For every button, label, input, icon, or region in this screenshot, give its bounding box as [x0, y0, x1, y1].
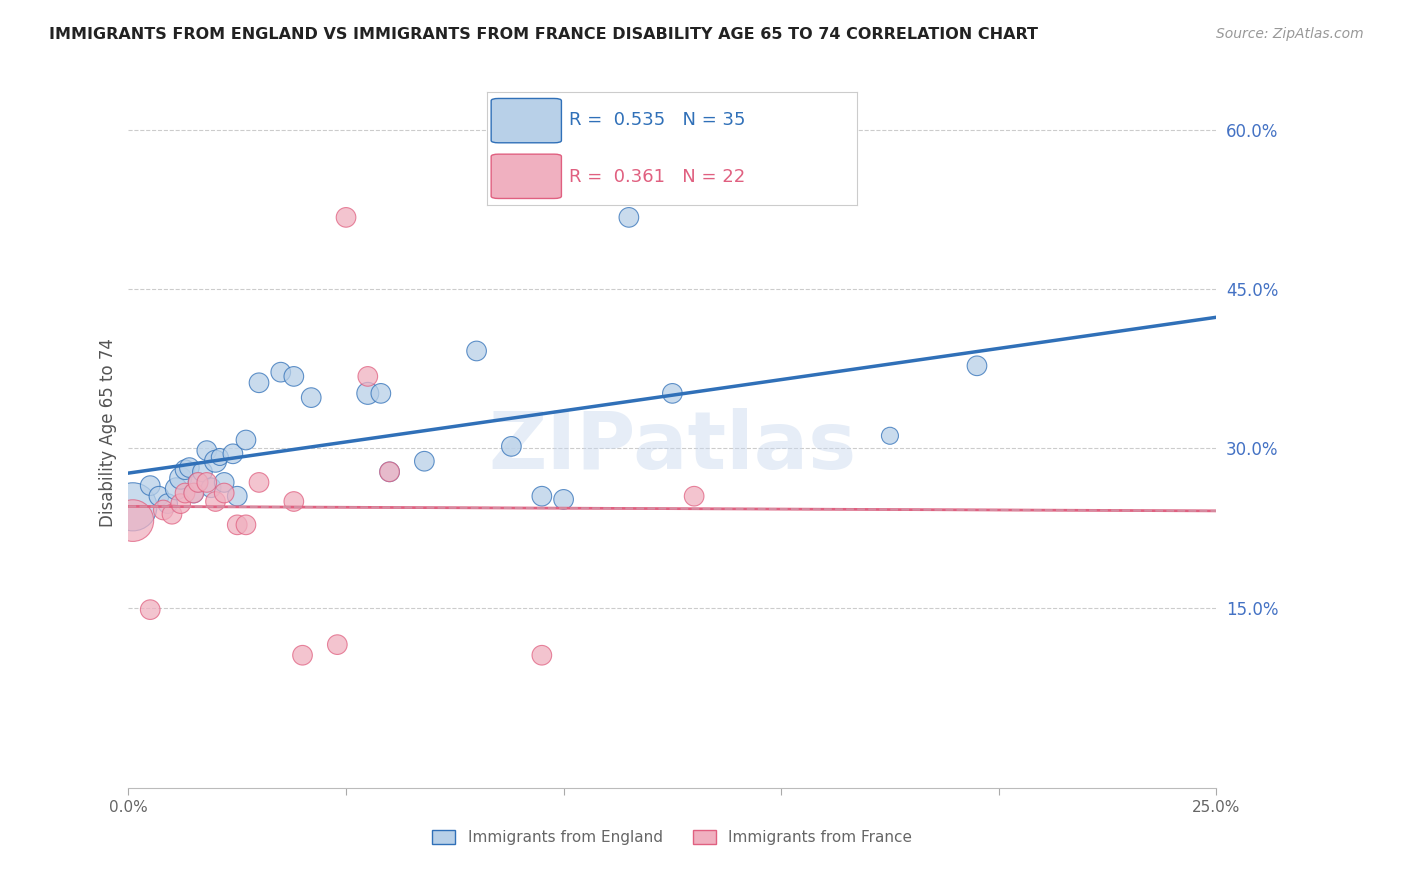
- Point: [966, 359, 988, 373]
- Point: [357, 369, 380, 384]
- Point: [501, 439, 523, 453]
- Point: [226, 489, 249, 503]
- Point: [530, 648, 553, 663]
- Point: [378, 465, 401, 479]
- Point: [283, 369, 305, 384]
- Point: [156, 497, 179, 511]
- Point: [235, 433, 257, 447]
- Point: [247, 376, 270, 390]
- Point: [378, 465, 401, 479]
- Point: [148, 489, 170, 503]
- Point: [200, 481, 222, 495]
- Point: [291, 648, 314, 663]
- Point: [222, 447, 245, 461]
- Point: [187, 475, 209, 490]
- Point: [160, 507, 183, 521]
- Point: [183, 486, 205, 500]
- Point: [195, 443, 218, 458]
- Point: [617, 211, 640, 225]
- Point: [683, 489, 706, 503]
- Point: [174, 486, 197, 500]
- Point: [139, 602, 162, 616]
- Point: [212, 486, 235, 500]
- Text: IMMIGRANTS FROM ENGLAND VS IMMIGRANTS FROM FRANCE DISABILITY AGE 65 TO 74 CORREL: IMMIGRANTS FROM ENGLAND VS IMMIGRANTS FR…: [49, 27, 1038, 42]
- Point: [187, 475, 209, 490]
- Point: [335, 211, 357, 225]
- Point: [174, 463, 197, 477]
- Point: [283, 494, 305, 508]
- Point: [204, 454, 226, 468]
- Point: [270, 365, 292, 379]
- Point: [212, 475, 235, 490]
- Point: [326, 638, 349, 652]
- Point: [299, 391, 322, 405]
- Point: [152, 503, 174, 517]
- Point: [165, 482, 187, 496]
- Point: [121, 514, 143, 528]
- Point: [170, 497, 193, 511]
- Legend: Immigrants from England, Immigrants from France: Immigrants from England, Immigrants from…: [426, 824, 918, 851]
- Point: [226, 517, 249, 532]
- Point: [195, 475, 218, 490]
- Point: [170, 471, 193, 485]
- Point: [357, 386, 380, 401]
- Point: [183, 486, 205, 500]
- Point: [179, 460, 201, 475]
- Point: [879, 429, 901, 443]
- Point: [661, 386, 683, 401]
- Point: [465, 343, 488, 358]
- Point: [235, 517, 257, 532]
- Point: [139, 478, 162, 492]
- Point: [204, 494, 226, 508]
- Text: Source: ZipAtlas.com: Source: ZipAtlas.com: [1216, 27, 1364, 41]
- Point: [208, 450, 231, 464]
- Text: ZIPatlas: ZIPatlas: [488, 408, 856, 486]
- Point: [247, 475, 270, 490]
- Point: [553, 492, 575, 507]
- Point: [121, 500, 143, 514]
- Point: [191, 465, 214, 479]
- Point: [413, 454, 436, 468]
- Point: [370, 386, 392, 401]
- Point: [530, 489, 553, 503]
- Y-axis label: Disability Age 65 to 74: Disability Age 65 to 74: [100, 338, 117, 527]
